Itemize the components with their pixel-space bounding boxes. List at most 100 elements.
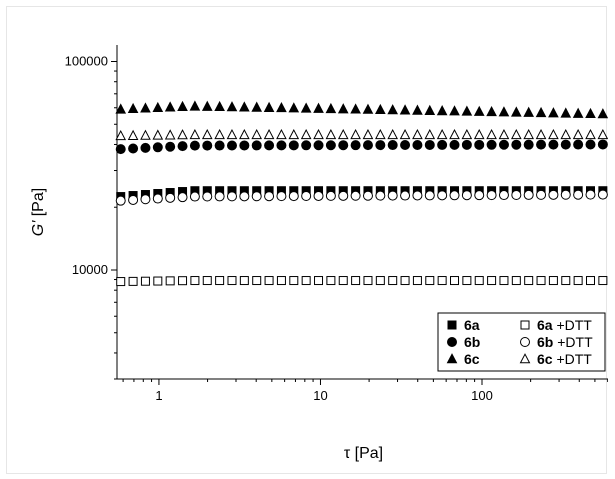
legend-item: 6a +DTT — [520, 317, 592, 333]
data-point — [338, 276, 348, 286]
legend-label-name: 6b — [537, 334, 553, 350]
data-point — [375, 140, 386, 151]
data-point — [325, 190, 336, 201]
legend-label: 6c +DTT — [537, 351, 592, 367]
data-point — [425, 276, 435, 286]
data-point — [227, 276, 237, 286]
data-point — [560, 139, 571, 150]
data-point — [338, 190, 349, 201]
data-point — [400, 276, 410, 286]
legend-label: 6a — [464, 317, 480, 333]
data-point — [165, 276, 175, 286]
data-point — [585, 107, 596, 119]
data-point — [523, 106, 535, 117]
data-point — [214, 140, 225, 151]
data-point — [164, 129, 176, 140]
data-point — [510, 128, 522, 140]
data-point — [461, 139, 472, 150]
data-point — [325, 140, 336, 151]
data-point — [226, 101, 238, 112]
legend-label-suffix: +DTT — [553, 317, 593, 333]
data-point — [387, 128, 399, 140]
y-axis-title-symbol: G' — [30, 220, 47, 236]
data-point — [424, 139, 435, 150]
data-point — [288, 140, 299, 151]
data-point — [115, 144, 126, 155]
data-point — [239, 128, 250, 140]
data-point — [127, 102, 139, 114]
data-point — [548, 128, 559, 140]
data-point — [239, 140, 250, 151]
data-point — [436, 105, 448, 116]
y-axis-title-unit: [Pa] — [30, 188, 47, 221]
data-point — [486, 139, 497, 150]
data-point — [387, 104, 399, 115]
data-point — [338, 140, 349, 151]
data-point — [535, 128, 547, 140]
data-point — [536, 276, 546, 286]
data-point — [449, 190, 460, 201]
data-points — [115, 100, 608, 287]
data-point — [313, 190, 324, 201]
data-point — [153, 276, 163, 286]
series-6c — [115, 100, 608, 119]
data-point — [314, 276, 324, 286]
data-point — [140, 129, 151, 140]
data-point — [585, 139, 596, 150]
data-point — [399, 104, 411, 115]
data-point — [548, 276, 558, 286]
data-point — [498, 106, 510, 117]
data-point — [450, 276, 460, 286]
data-point — [375, 276, 385, 286]
data-point — [152, 142, 163, 153]
data-point — [560, 189, 571, 200]
data-point — [165, 141, 176, 152]
chart-frame: 1 10 100 10000 100000 τ [Pa] G' [Pa] 6a 6a +D… — [6, 6, 608, 474]
data-point — [474, 276, 484, 286]
data-point — [239, 191, 250, 202]
data-point — [177, 129, 188, 140]
data-point — [524, 276, 534, 286]
data-point — [350, 128, 361, 140]
data-point — [215, 276, 225, 286]
data-point — [511, 139, 522, 150]
data-point — [300, 102, 312, 113]
data-point — [461, 128, 473, 140]
legend-marker — [519, 353, 531, 364]
data-point — [585, 189, 596, 200]
series-6b-dtt — [115, 189, 608, 206]
data-point — [251, 191, 262, 202]
data-point — [239, 276, 249, 286]
data-point — [276, 128, 287, 140]
data-point — [510, 106, 522, 117]
data-point — [226, 191, 237, 202]
data-point — [362, 190, 373, 201]
data-point — [511, 276, 521, 286]
legend-label: 6b +DTT — [537, 334, 593, 350]
data-point — [400, 190, 411, 201]
legend-label-suffix: +DTT — [553, 334, 593, 350]
data-point — [251, 140, 262, 151]
legend-label: 6a +DTT — [537, 317, 592, 333]
legend-item: 6c — [446, 351, 480, 367]
legend-marker — [446, 353, 458, 364]
data-point — [572, 128, 584, 140]
data-point — [214, 100, 225, 112]
data-point — [214, 128, 225, 140]
data-point — [462, 276, 472, 286]
data-point — [165, 192, 176, 203]
data-point — [399, 128, 411, 140]
data-point — [437, 139, 448, 150]
data-point — [251, 101, 263, 112]
data-point — [140, 102, 151, 113]
data-point — [598, 276, 608, 286]
data-point — [375, 103, 386, 115]
data-point — [264, 191, 275, 202]
data-point — [573, 139, 584, 150]
data-point — [523, 189, 534, 200]
data-point — [252, 276, 262, 286]
data-point — [337, 103, 349, 114]
legend-label: 6b — [464, 334, 480, 350]
data-point — [325, 102, 337, 114]
data-point — [387, 190, 398, 201]
